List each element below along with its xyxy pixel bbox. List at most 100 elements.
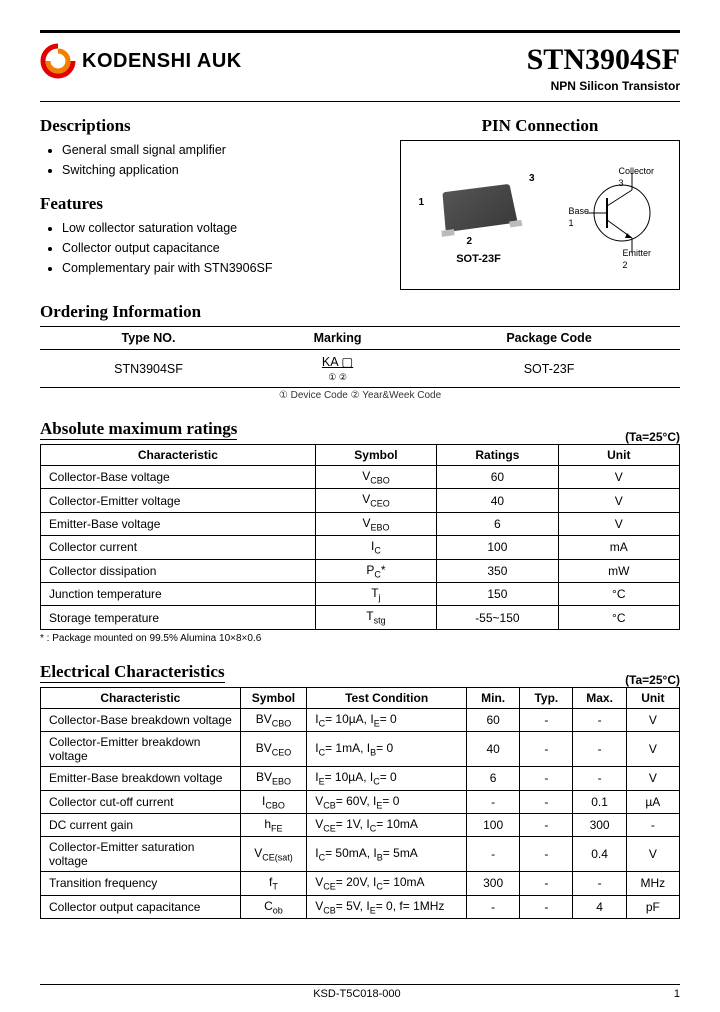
table-cell: VCB= 60V, IE= 0 [307, 790, 467, 813]
table-cell: 4 [573, 895, 626, 918]
table-cell: 300 [467, 872, 520, 895]
pin-connection-box: 1 3 2 SOT-23F [400, 140, 680, 290]
table-cell: V [558, 489, 679, 512]
table-cell: Collector-Emitter breakdown voltage [41, 732, 241, 767]
table-cell: - [573, 708, 626, 731]
table-cell: Emitter-Base breakdown voltage [41, 767, 241, 790]
logo-icon [40, 43, 76, 79]
table-cell: Collector cut-off current [41, 790, 241, 813]
table-cell: V [626, 837, 679, 872]
table-cell: Tstg [315, 606, 436, 629]
table-cell: - [467, 790, 520, 813]
table-cell: DC current gain [41, 813, 241, 836]
table-cell: - [467, 895, 520, 918]
table-cell: - [626, 813, 679, 836]
page-number: 1 [674, 988, 680, 1000]
table-cell: 350 [437, 559, 558, 582]
part-block: STN3904SF NPN Silicon Transistor [527, 43, 680, 93]
table-row: Collector-Emitter breakdown voltageBVCEO… [41, 732, 680, 767]
absmax-footnote: * : Package mounted on 99.5% Alumina 10×… [40, 633, 680, 644]
table-cell: 150 [437, 582, 558, 605]
table-cell: - [520, 790, 573, 813]
table-cell: BVEBO [240, 767, 307, 790]
logo-block: KODENSHI AUK [40, 43, 242, 79]
table-header: Max. [573, 687, 626, 708]
table-row: Type NO. Marking Package Code [40, 327, 680, 350]
left-column: Descriptions General small signal amplif… [40, 116, 380, 290]
table-cell: IC [315, 536, 436, 559]
table-cell: - [573, 872, 626, 895]
table-cell: VCBO [315, 466, 436, 489]
table-header: Min. [467, 687, 520, 708]
table-header: Marking [257, 327, 418, 350]
table-cell: Collector dissipation [41, 559, 316, 582]
table-row: Emitter-Base voltageVEBO6V [41, 512, 680, 535]
table-cell: µA [626, 790, 679, 813]
right-column: PIN Connection 1 3 2 SOT-23F [400, 116, 680, 290]
table-cell: °C [558, 582, 679, 605]
table-header: Unit [558, 445, 679, 466]
part-subtitle: NPN Silicon Transistor [527, 79, 680, 93]
table-cell: IC= 1mA, IB= 0 [307, 732, 467, 767]
table-cell: Storage temperature [41, 606, 316, 629]
table-row: Storage temperatureTstg-55~150°C [41, 606, 680, 629]
table-cell: MHz [626, 872, 679, 895]
header: KODENSHI AUK STN3904SF NPN Silicon Trans… [40, 43, 680, 93]
table-cell: Collector-Base breakdown voltage [41, 708, 241, 731]
table-row: Transition frequencyfTVCE= 20V, IC= 10mA… [41, 872, 680, 895]
features-title: Features [40, 194, 380, 214]
pin-title: PIN Connection [400, 116, 680, 136]
table-row: Characteristic Symbol Test Condition Min… [41, 687, 680, 708]
table-cell: pF [626, 895, 679, 918]
table-cell: Collector-Base voltage [41, 466, 316, 489]
table-cell: mW [558, 559, 679, 582]
table-cell: STN3904SF [40, 350, 257, 388]
table-cell: - [520, 767, 573, 790]
table-cell: BVCEO [240, 732, 307, 767]
list-item: Switching application [62, 160, 380, 180]
table-cell: - [520, 708, 573, 731]
table-cell: - [467, 837, 520, 872]
table-cell: 6 [437, 512, 558, 535]
list-item: General small signal amplifier [62, 140, 380, 160]
header-rule [40, 101, 680, 102]
table-cell: V [626, 767, 679, 790]
elec-ta: (Ta=25°C) [625, 673, 680, 687]
table-header: Characteristic [41, 445, 316, 466]
table-cell: VCEO [315, 489, 436, 512]
table-row: Collector cut-off currentICBOVCB= 60V, I… [41, 790, 680, 813]
descriptions-title: Descriptions [40, 116, 380, 136]
table-cell: 300 [573, 813, 626, 836]
list-item: Complementary pair with STN3906SF [62, 258, 380, 278]
table-cell: V [626, 732, 679, 767]
elec-title: Electrical Characteristics [40, 662, 225, 683]
list-item: Collector output capacitance [62, 238, 380, 258]
top-rule [40, 30, 680, 33]
table-cell: 100 [467, 813, 520, 836]
absmax-table: Characteristic Symbol Ratings Unit Colle… [40, 444, 680, 630]
ordering-title: Ordering Information [40, 302, 680, 322]
table-cell: V [558, 466, 679, 489]
intro-columns: Descriptions General small signal amplif… [40, 116, 680, 290]
table-cell: - [573, 767, 626, 790]
absmax-title: Absolute maximum ratings [40, 419, 237, 440]
table-row: Junction temperatureTj150°C [41, 582, 680, 605]
table-cell: - [520, 813, 573, 836]
part-number: STN3904SF [527, 43, 680, 77]
table-row: Collector-Base voltageVCBO60V [41, 466, 680, 489]
table-cell: PC* [315, 559, 436, 582]
table-cell: IC= 50mA, IB= 5mA [307, 837, 467, 872]
chip-icon [442, 184, 517, 232]
table-cell: - [520, 895, 573, 918]
table-cell: ICBO [240, 790, 307, 813]
ordering-table: Type NO. Marking Package Code STN3904SF … [40, 326, 680, 388]
table-cell: °C [558, 606, 679, 629]
table-row: Collector-Emitter saturation voltageVCE(… [41, 837, 680, 872]
table-header: Test Condition [307, 687, 467, 708]
table-cell: BVCBO [240, 708, 307, 731]
table-row: Collector currentIC100mA [41, 536, 680, 559]
company-name: KODENSHI AUK [82, 50, 242, 73]
table-cell: 100 [437, 536, 558, 559]
table-header: Package Code [418, 327, 680, 350]
table-header: Typ. [520, 687, 573, 708]
